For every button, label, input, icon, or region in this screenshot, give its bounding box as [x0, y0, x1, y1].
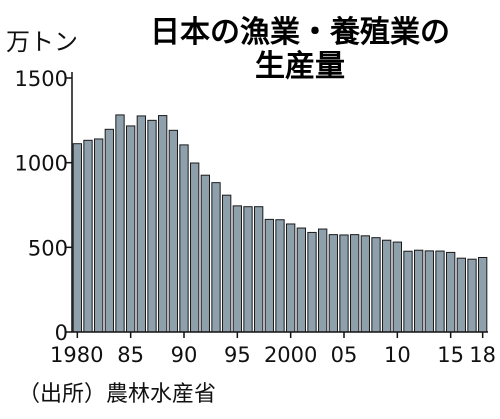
bar-2002 [307, 231, 317, 333]
bar-1994 [222, 194, 232, 333]
bars-group [72, 114, 488, 333]
bar-2000 [286, 223, 296, 333]
bar-1987 [147, 119, 157, 333]
bar-2016 [456, 257, 466, 333]
bar-2005 [339, 234, 349, 333]
x-tick-label: 85 [117, 343, 144, 367]
chart-title-line-1: 日本の漁業・養殖業の [150, 15, 450, 50]
y-ticks-group: 0 500 1000 1500 [15, 67, 72, 345]
bar-1983 [104, 128, 114, 333]
bar-2013 [424, 250, 434, 333]
bar-2018 [478, 256, 488, 333]
bar-1988 [158, 115, 168, 333]
bar-2007 [360, 235, 370, 333]
bar-1981 [83, 139, 93, 333]
bar-1996 [243, 206, 253, 333]
bar-1992 [200, 174, 210, 333]
x-ticks-group: 1980 85 90 95 2000 05 10 15 18 [50, 332, 496, 367]
x-tick-label: 10 [384, 343, 411, 367]
bar-1997 [254, 206, 264, 333]
bar-1995 [232, 205, 242, 333]
bar-2011 [403, 250, 413, 333]
unit-label: 万トン [6, 28, 78, 56]
y-tick-label: 0 [55, 321, 68, 345]
bar-2004 [328, 234, 338, 333]
y-tick-label: 500 [28, 236, 68, 260]
bar-1986 [136, 115, 146, 333]
chart-title: 日本の漁業・養殖業の 生産量 [110, 16, 490, 84]
y-tick-label: 1500 [15, 67, 68, 91]
source-note: （出所）農林水産省 [18, 382, 217, 407]
bar-2001 [296, 227, 306, 333]
bar-2014 [435, 250, 445, 333]
bar-2006 [350, 234, 360, 333]
x-tick-label: 2000 [264, 343, 317, 367]
bar-2010 [392, 241, 402, 333]
bar-2015 [446, 251, 456, 333]
x-tick-label: 15 [437, 343, 464, 367]
bar-1982 [94, 138, 104, 333]
bar-1984 [115, 114, 125, 333]
x-tick-label: 05 [331, 343, 358, 367]
bar-2017 [467, 258, 477, 333]
bar-2003 [318, 228, 328, 333]
axes-group [71, 72, 488, 333]
x-tick-label: 90 [171, 343, 198, 367]
bar-1998 [264, 218, 274, 333]
y-tick-label: 1000 [15, 152, 68, 176]
bar-1991 [190, 162, 200, 333]
x-tick-label: 1980 [50, 343, 103, 367]
bar-1993 [211, 182, 221, 333]
bar-1980 [72, 143, 82, 333]
bar-1985 [126, 125, 136, 333]
bar-2009 [382, 239, 392, 333]
chart-title-line-2: 生産量 [255, 49, 345, 84]
bar-1999 [275, 219, 285, 333]
bar-1990 [179, 144, 189, 333]
bar-2012 [414, 249, 424, 333]
bar-1989 [168, 129, 178, 333]
x-tick-label: 95 [224, 343, 251, 367]
bar-2008 [371, 237, 381, 333]
x-tick-label: 18 [469, 343, 496, 367]
